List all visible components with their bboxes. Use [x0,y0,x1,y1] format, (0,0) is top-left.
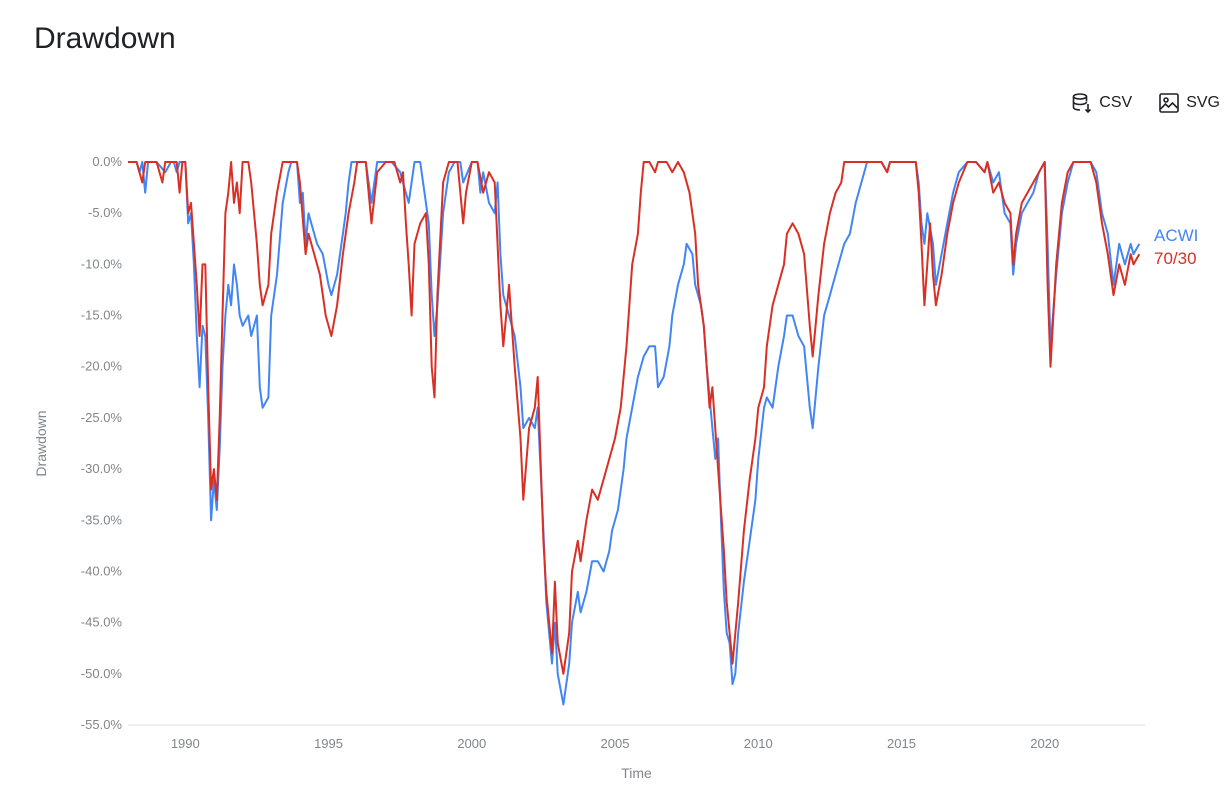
y-tick-label: -45.0% [81,615,123,630]
svg-download-button[interactable]: SVG [1158,92,1220,114]
x-tick-label: 1990 [171,736,200,751]
csv-download-button[interactable]: CSV [1071,92,1132,114]
x-tick-label: 2020 [1030,736,1059,751]
x-tick-label: 2000 [457,736,486,751]
series-line-70-30 [128,161,1141,675]
y-tick-label: -40.0% [81,563,123,578]
x-tick-label: 2015 [887,736,916,751]
x-tick-label: 1995 [314,736,343,751]
x-axis: 1990 1995 2000 2005 2010 2015 2020 [171,736,1059,751]
image-icon [1158,92,1180,114]
y-tick-label: -30.0% [81,461,123,476]
chart-toolbar: CSV SVG [1071,92,1220,114]
y-tick-label: -55.0% [81,717,123,732]
legend: ACWI 70/30 [1154,226,1198,268]
x-axis-label: Time [621,765,652,781]
legend-label: ACWI [1154,226,1198,245]
y-tick-label: -15.0% [81,308,123,323]
y-tick-label: -25.0% [81,410,123,425]
y-tick-label: -50.0% [81,666,123,681]
x-tick-label: 2010 [744,736,773,751]
series-lines [128,161,1141,706]
series-line-acwi [128,161,1141,706]
csv-label: CSV [1099,94,1133,111]
y-axis: 0.0% -5.0% -10.0% -15.0% -20.0% -25.0% -30.0% -… [81,154,123,732]
svg-label: SVG [1186,94,1220,111]
x-tick-label: 2005 [601,736,630,751]
y-tick-label: 0.0% [92,154,122,169]
y-tick-label: -10.0% [81,256,123,271]
y-axis-label: Drawdown [33,410,49,476]
y-tick-label: -35.0% [81,512,123,527]
database-download-icon [1071,92,1093,114]
legend-label: 70/30 [1154,249,1197,268]
page-title: Drawdown [34,22,176,55]
y-tick-label: -5.0% [88,205,122,220]
y-tick-label: -20.0% [81,359,123,374]
